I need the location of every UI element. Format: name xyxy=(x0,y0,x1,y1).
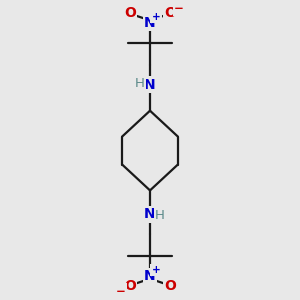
Text: +: + xyxy=(152,12,160,22)
Text: +: + xyxy=(152,265,160,275)
Text: −: − xyxy=(174,2,184,15)
Text: O: O xyxy=(164,279,176,293)
Text: −: − xyxy=(116,284,126,298)
Text: N: N xyxy=(144,78,156,92)
Text: H: H xyxy=(155,209,165,222)
Text: N: N xyxy=(144,207,156,221)
Text: N: N xyxy=(144,16,156,30)
Text: O: O xyxy=(124,6,136,20)
Text: N: N xyxy=(144,269,156,283)
Text: O: O xyxy=(124,279,136,293)
Text: O: O xyxy=(164,6,176,20)
Text: H: H xyxy=(135,77,145,90)
